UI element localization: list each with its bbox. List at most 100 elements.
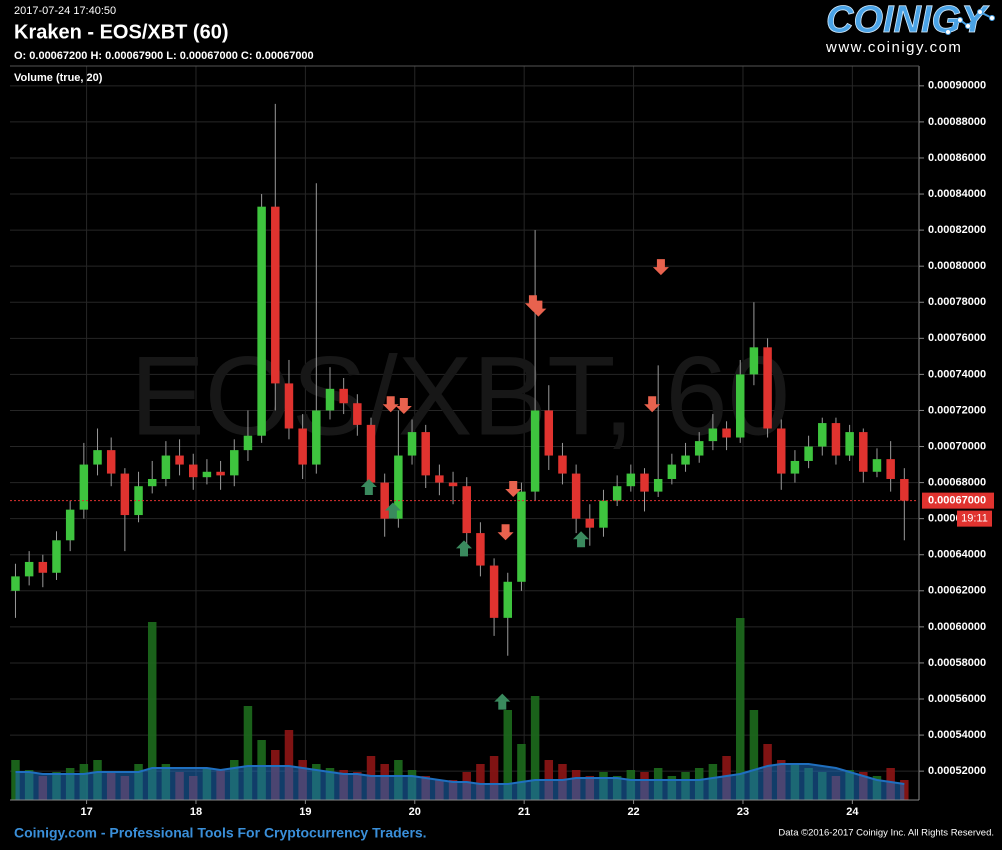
x-tick-label: 21	[518, 806, 530, 818]
last-price-label: 0.00067000	[928, 495, 986, 507]
y-tick-label: 0.00078000	[928, 296, 986, 308]
y-tick-label: 0.00084000	[928, 188, 986, 200]
logo-dot	[957, 17, 963, 23]
candle-body	[284, 383, 294, 429]
last-price-box	[922, 492, 994, 509]
candle-body	[24, 561, 34, 577]
x-tick-label: 22	[627, 806, 639, 818]
candle-body	[271, 206, 280, 384]
y-tick-label: 0.00056000	[928, 693, 986, 705]
x-tick-label: 20	[409, 806, 421, 818]
buy-signal	[456, 540, 472, 557]
candle-body	[749, 347, 759, 375]
candle-body	[790, 460, 800, 474]
candle-body	[394, 455, 403, 519]
candle-body	[612, 486, 622, 501]
y-tick-label: 0.00054000	[928, 729, 986, 741]
candle-body	[65, 509, 75, 541]
volume-bar	[147, 622, 157, 800]
volume-bar	[900, 780, 909, 800]
candle-body	[872, 459, 882, 472]
sell-signal	[652, 259, 669, 276]
candle-body	[230, 450, 239, 476]
candle-body	[763, 347, 772, 429]
candle-body	[818, 423, 827, 447]
candle-body	[52, 540, 61, 573]
candle-body	[544, 410, 554, 456]
y-tick-label: 0.00058000	[928, 657, 986, 669]
buy-signal	[360, 479, 377, 496]
candle-body	[325, 388, 335, 411]
candle-body	[161, 455, 171, 479]
candle-layer	[11, 103, 909, 656]
sell-signal	[505, 481, 522, 498]
volume-bar	[243, 706, 253, 800]
candle-body	[804, 446, 813, 461]
candle-body	[298, 428, 307, 465]
candle-body	[216, 471, 225, 476]
buy-signal	[494, 693, 511, 710]
sell-signal	[497, 524, 514, 541]
candle-body	[530, 410, 540, 492]
candle-body	[886, 459, 895, 479]
volume-layer	[11, 618, 909, 800]
logo-dot	[965, 23, 971, 29]
candle-body	[380, 482, 389, 519]
candle-body	[339, 388, 348, 404]
y-tick-label: 0.00076000	[928, 332, 986, 344]
logo-dot	[945, 29, 951, 35]
volume-bar	[749, 710, 759, 800]
candle-body	[147, 478, 157, 487]
candle-body	[831, 423, 841, 456]
candle-body	[79, 464, 89, 510]
footer-copyright: Data ©2016-2017 Coinigy Inc. All Rights …	[778, 828, 994, 839]
sell-signal	[644, 396, 661, 413]
logo-url: www.coinigy.com	[825, 39, 962, 56]
y-tick-label: 0.00090000	[928, 80, 986, 92]
candle-body	[489, 565, 499, 618]
logo: COINIGY www.coinigy.com	[825, 0, 995, 56]
candle-body	[571, 473, 581, 519]
x-tick-label: 24	[846, 806, 859, 818]
indicator-label: Volume (true, 20)	[14, 72, 103, 84]
volume-bar	[530, 696, 540, 800]
candle-body	[312, 410, 321, 465]
candle-body	[859, 432, 868, 472]
candle-body	[202, 471, 212, 478]
y-tick-label: 0.00088000	[928, 116, 986, 128]
candle-body	[694, 441, 704, 456]
y-tick-label: 0.00062000	[928, 585, 986, 597]
candle-body	[93, 450, 102, 465]
candle-body	[448, 482, 458, 487]
candle-body	[735, 374, 745, 438]
countdown-box	[957, 510, 992, 527]
ohlc-readout: O: 0.00067200 H: 0.00067900 L: 0.0006700…	[14, 50, 314, 62]
candle-body	[845, 432, 854, 456]
candle-body	[175, 455, 184, 465]
volume-bar	[476, 764, 485, 800]
axis-layer: 0.00052000 0.00054000 0.00056000 0.00058000…	[10, 80, 994, 818]
candle-body	[243, 435, 253, 451]
y-tick-label: 0.00082000	[928, 224, 986, 236]
y-tick-label: 0.00060000	[928, 621, 986, 633]
buy-signal	[384, 502, 401, 519]
candle-body	[11, 576, 20, 591]
volume-bar	[517, 744, 526, 800]
candle-body	[640, 473, 649, 492]
logo-name: COINIGY	[826, 0, 990, 41]
candle-body	[462, 486, 471, 534]
chart-title: Kraken - EOS/XBT (60)	[14, 21, 229, 43]
candle-body	[476, 533, 485, 566]
x-tick-label: 19	[299, 806, 311, 818]
sell-signal	[530, 300, 547, 317]
x-tick-label: 18	[190, 806, 202, 818]
volume-bar	[735, 618, 745, 800]
watermark: EOS/XBT, 60	[130, 334, 790, 459]
candle-body	[38, 561, 48, 573]
signal-layer	[360, 259, 669, 710]
y-tick-label: 0.00068000	[928, 477, 986, 489]
candle-body	[503, 581, 512, 618]
sell-signal	[382, 396, 399, 413]
candle-body	[681, 455, 690, 465]
